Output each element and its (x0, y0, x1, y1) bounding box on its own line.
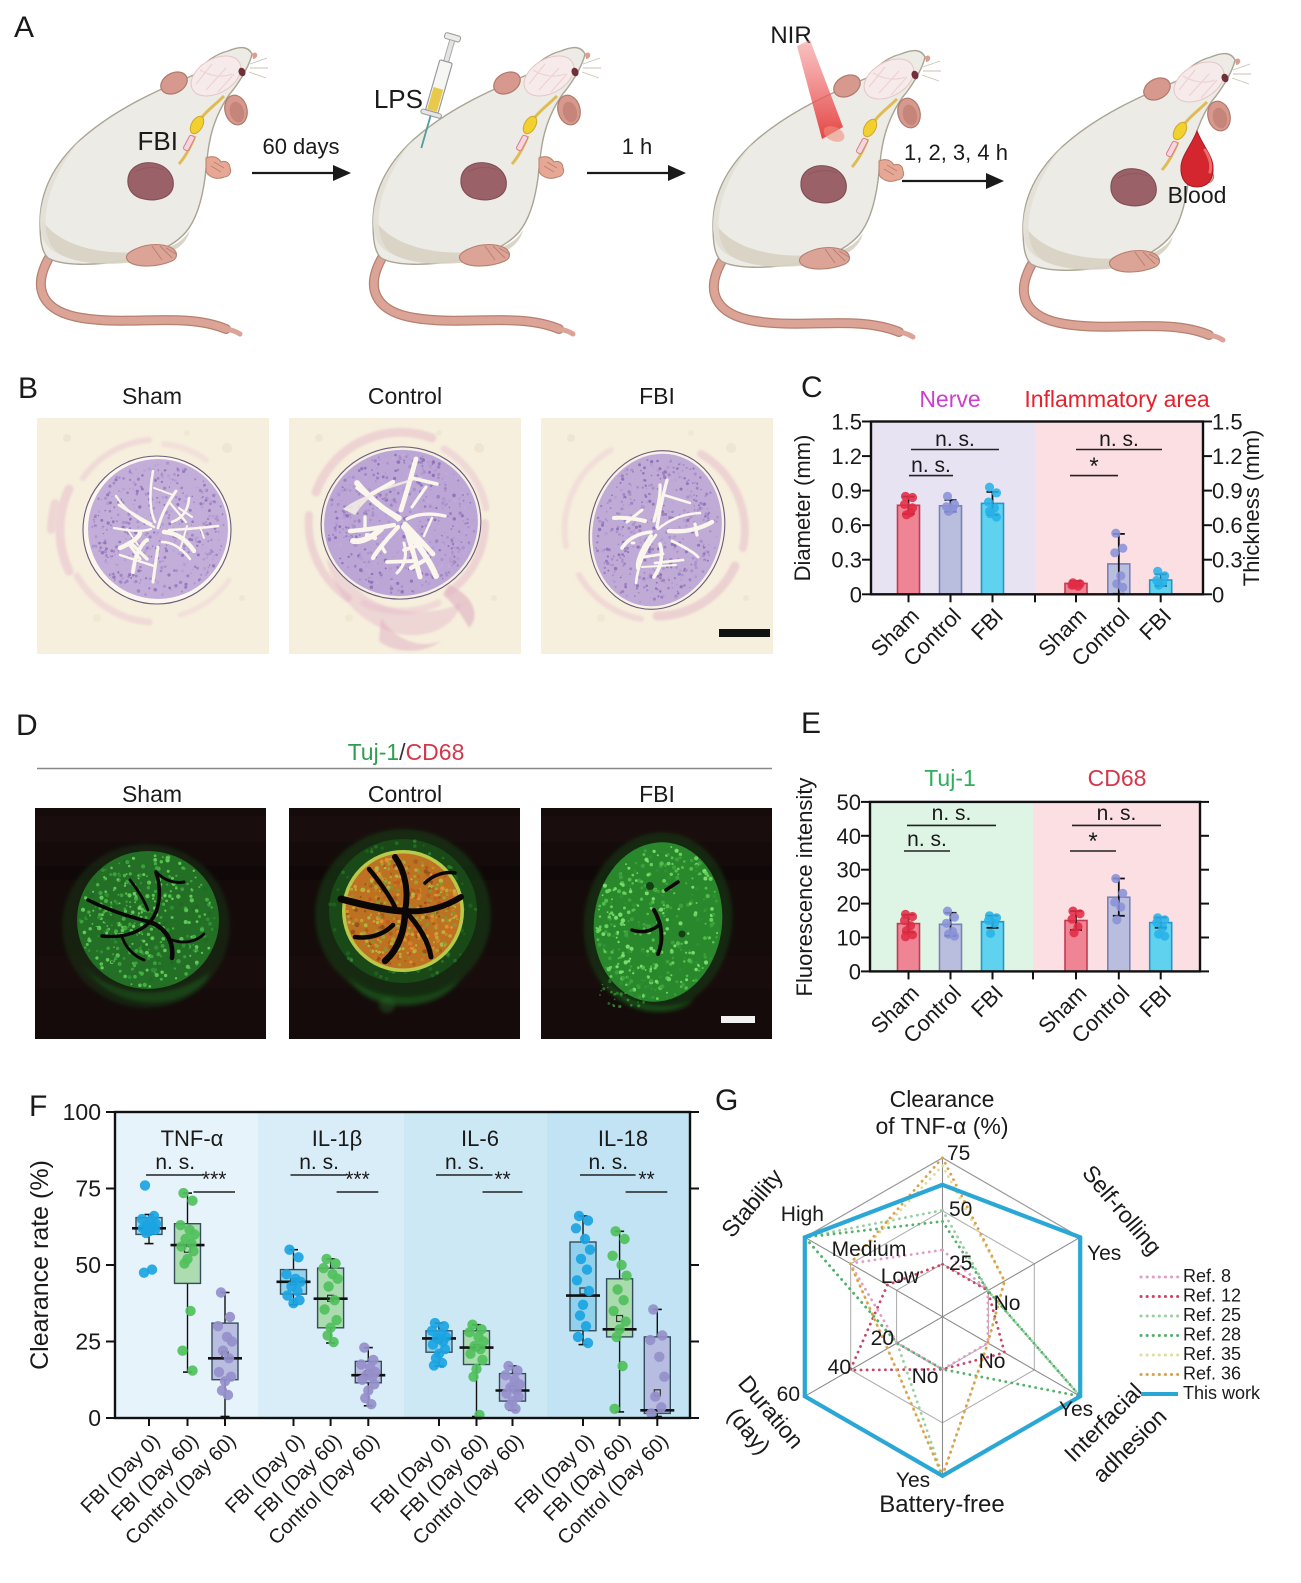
svg-text:75: 75 (75, 1176, 101, 1202)
svg-text:Ref. 8: Ref. 8 (1183, 1266, 1231, 1286)
svg-text:This work: This work (1183, 1383, 1261, 1403)
svg-text:FBI: FBI (138, 126, 178, 156)
svg-text:0: 0 (850, 582, 862, 607)
svg-text:Ref. 28: Ref. 28 (1183, 1325, 1241, 1345)
svg-text:**: ** (638, 1168, 654, 1191)
svg-text:IL-6: IL-6 (461, 1126, 499, 1151)
svg-text:IL-18: IL-18 (598, 1126, 648, 1151)
svg-text:D: D (16, 709, 38, 742)
svg-text:n. s.: n. s. (155, 1151, 195, 1174)
svg-text:Battery-free: Battery-free (879, 1491, 1004, 1518)
svg-text:C: C (801, 371, 823, 404)
svg-text:No: No (994, 1292, 1021, 1315)
svg-text:Yes: Yes (1059, 1398, 1093, 1421)
svg-text:n. s.: n. s. (299, 1151, 339, 1174)
svg-text:Control: Control (368, 781, 442, 807)
svg-text:n. s.: n. s. (932, 802, 972, 825)
svg-text:10: 10 (837, 926, 861, 951)
svg-text:n. s.: n. s. (935, 428, 975, 451)
svg-text:CD68: CD68 (1088, 765, 1147, 791)
svg-text:Ref. 12: Ref. 12 (1183, 1286, 1241, 1306)
svg-text:20: 20 (871, 1327, 894, 1350)
svg-text:n. s.: n. s. (1099, 428, 1139, 451)
svg-text:40: 40 (828, 1356, 851, 1379)
svg-text:Ref. 25: Ref. 25 (1183, 1305, 1241, 1325)
svg-text:*: * (1088, 828, 1097, 855)
svg-text:Clearance rate (%): Clearance rate (%) (26, 1160, 54, 1370)
svg-text:Yes: Yes (896, 1469, 930, 1492)
svg-text:Sham: Sham (122, 383, 182, 409)
svg-text:40: 40 (837, 824, 861, 849)
svg-text:Thickness (mm): Thickness (mm) (1239, 430, 1264, 586)
svg-text:No: No (912, 1365, 939, 1388)
svg-text:FBI: FBI (639, 383, 675, 409)
svg-text:No: No (979, 1350, 1006, 1373)
svg-text:n. s.: n. s. (445, 1151, 485, 1174)
svg-text:20: 20 (837, 892, 861, 917)
svg-text:60 days: 60 days (262, 134, 339, 159)
svg-text:60: 60 (777, 1383, 800, 1406)
svg-text:LPS: LPS (374, 84, 423, 114)
svg-text:Inflammatory area: Inflammatory area (1024, 386, 1210, 412)
svg-text:Ref. 36: Ref. 36 (1183, 1364, 1241, 1384)
svg-text:0.6: 0.6 (831, 513, 862, 538)
svg-text:0.9: 0.9 (1212, 479, 1243, 504)
svg-text:***: *** (345, 1168, 370, 1191)
svg-text:1, 2, 3, 4 h: 1, 2, 3, 4 h (904, 140, 1008, 165)
svg-text:1.5: 1.5 (831, 410, 862, 435)
svg-text:0: 0 (88, 1405, 101, 1431)
svg-text:IL-1β: IL-1β (312, 1126, 363, 1151)
svg-text:***: *** (202, 1168, 227, 1191)
svg-text:25: 25 (75, 1329, 101, 1355)
svg-text:n. s.: n. s. (907, 828, 947, 851)
svg-text:0.3: 0.3 (831, 548, 862, 573)
svg-text:B: B (18, 372, 38, 405)
svg-text:25: 25 (949, 1252, 972, 1275)
svg-text:0.9: 0.9 (831, 479, 862, 504)
svg-text:Tuj-1: Tuj-1 (924, 765, 976, 791)
svg-text:50: 50 (75, 1252, 101, 1278)
svg-text:n. s.: n. s. (911, 454, 951, 477)
svg-text:0: 0 (1212, 582, 1224, 607)
svg-text:Clearance: Clearance (890, 1086, 995, 1112)
svg-text:0: 0 (849, 959, 861, 984)
svg-text:TNF-α: TNF-α (161, 1126, 224, 1151)
svg-text:High: High (781, 1203, 824, 1226)
svg-text:1 h: 1 h (622, 134, 653, 159)
svg-text:F: F (29, 1090, 47, 1123)
svg-text:1.2: 1.2 (1212, 444, 1243, 469)
svg-text:Sham: Sham (122, 781, 182, 807)
svg-text:100: 100 (63, 1099, 101, 1125)
svg-text:Fluorescence intensity: Fluorescence intensity (792, 778, 817, 997)
svg-text:Yes: Yes (1087, 1242, 1121, 1265)
svg-text:**: ** (494, 1168, 510, 1191)
svg-text:*: * (1089, 453, 1098, 480)
svg-text:G: G (715, 1084, 738, 1117)
svg-text:Ref. 35: Ref. 35 (1183, 1344, 1241, 1364)
svg-text:Medium: Medium (832, 1238, 907, 1261)
svg-text:Tuj-1/CD68: Tuj-1/CD68 (348, 739, 465, 765)
svg-text:n. s.: n. s. (1097, 802, 1137, 825)
svg-text:50: 50 (949, 1198, 972, 1221)
svg-text:E: E (801, 707, 821, 740)
svg-text:1.5: 1.5 (1212, 410, 1243, 435)
svg-text:n. s.: n. s. (588, 1151, 628, 1174)
svg-text:Diameter (mm): Diameter (mm) (790, 435, 815, 582)
svg-text:of TNF-α (%): of TNF-α (%) (876, 1113, 1009, 1139)
svg-text:Nerve: Nerve (919, 386, 980, 412)
svg-text:FBI: FBI (639, 781, 675, 807)
svg-text:50: 50 (837, 790, 861, 815)
svg-text:0.3: 0.3 (1212, 548, 1243, 573)
svg-text:Control: Control (368, 383, 442, 409)
svg-text:Low: Low (881, 1265, 920, 1288)
svg-text:A: A (14, 11, 34, 44)
svg-text:75: 75 (947, 1142, 970, 1165)
svg-text:30: 30 (837, 858, 861, 883)
svg-text:1.2: 1.2 (831, 444, 862, 469)
svg-text:0.6: 0.6 (1212, 513, 1243, 538)
